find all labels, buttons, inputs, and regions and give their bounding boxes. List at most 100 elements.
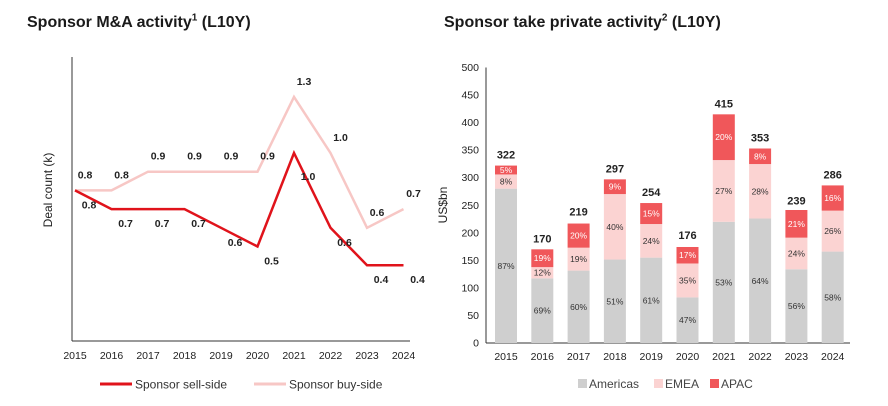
legend-swatch-americas (578, 379, 587, 388)
y-tick-label: 300 (461, 172, 479, 184)
sell-side-data-label: 0.7 (191, 218, 206, 230)
x-tick-label: 2023 (785, 351, 809, 363)
y-axis-label: US$bn (436, 187, 450, 224)
bar-segment-label-americas: 61% (643, 295, 660, 305)
y-tick-label: 50 (467, 310, 479, 322)
bar-segment-americas (712, 221, 735, 343)
line-chart-title: Sponsor M&A activity1 (L10Y) (27, 12, 251, 31)
legend-label-apac: APAC (721, 377, 753, 391)
x-tick-label: 2020 (676, 351, 700, 363)
bar-segment-apac (603, 179, 626, 195)
y-tick-label: 400 (461, 117, 479, 129)
bar-segment-label-emea: 28% (752, 186, 769, 196)
y-axis-label: Deal count (k) (41, 153, 55, 228)
y-tick-label: 150 (461, 255, 479, 267)
legend-label-buy-side: Sponsor buy-side (289, 378, 383, 392)
buy-side-data-label: 0.9 (260, 151, 275, 163)
x-tick-label: 2015 (494, 351, 518, 363)
bar-total-label: 353 (751, 132, 769, 144)
bar-segment-emea (640, 224, 663, 258)
bar-total-label: 286 (824, 169, 842, 181)
bar-segment-label-emea: 27% (715, 186, 732, 196)
bar-segment-label-emea: 35% (679, 275, 696, 285)
bar-segment-apac (495, 165, 517, 175)
bar-segment-emea (603, 194, 626, 260)
buy-side-data-label: 0.9 (224, 151, 239, 163)
bar-segment-americas (603, 259, 626, 343)
bar-segment-label-americas: 53% (715, 277, 732, 287)
bar-segment-emea (749, 164, 772, 219)
x-tick-label: 2024 (392, 350, 416, 362)
y-tick-label: 350 (461, 145, 479, 157)
bar-segment-apac (531, 249, 554, 268)
sell-side-data-label: 0.5 (264, 256, 279, 268)
buy-side-data-label: 0.9 (151, 151, 166, 163)
sell-side-data-label: 0.4 (410, 274, 425, 286)
x-tick-label: 2017 (136, 350, 160, 362)
bar-segment-label-americas: 56% (788, 301, 805, 311)
buy-side-line (75, 94, 405, 230)
buy-side-data-label: 0.9 (187, 151, 202, 163)
bar-segment-label-emea: 26% (824, 226, 841, 236)
bar-segment-label-emea: 12% (534, 268, 551, 278)
bar-segment-label-americas: 64% (752, 276, 769, 286)
bar-segment-label-emea: 24% (788, 248, 805, 258)
bar-segment-label-apac: 16% (824, 193, 841, 203)
sell-side-data-label: 0.7 (155, 218, 170, 230)
bar-segment-apac (640, 203, 663, 225)
x-tick-label: 2023 (355, 350, 379, 362)
bar-segment-americas (495, 188, 517, 343)
bar-segment-americas (531, 278, 554, 343)
legend-swatch-emea (654, 379, 663, 388)
x-tick-label: 2018 (173, 350, 197, 362)
bar-total-label: 239 (787, 195, 805, 207)
bar-segment-label-emea: 40% (606, 222, 623, 232)
bar-segment-label-americas: 87% (497, 261, 514, 271)
legend-label-emea: EMEA (665, 377, 699, 391)
bar-segment-label-americas: 51% (606, 296, 623, 306)
sell-side-data-label: 0.6 (228, 237, 243, 249)
buy-side-data-label: 0.6 (370, 207, 385, 219)
buy-side-data-label: 0.7 (406, 188, 421, 200)
y-tick-label: 250 (461, 200, 479, 212)
buy-side-data-label: 1.3 (297, 76, 312, 88)
x-tick-label: 2021 (712, 351, 736, 363)
bar-segment-apac (676, 246, 699, 264)
bar-chart: 0 50 100 150 200 250 300 350 400 450 500 US$bn 87% 8%… (436, 62, 850, 391)
y-tick-label: 200 (461, 227, 479, 239)
bar-total-label: 219 (569, 206, 587, 218)
x-tick-label: 2024 (821, 351, 845, 363)
bar-segment-label-apac: 17% (679, 250, 696, 260)
bar-segment-label-apac: 19% (534, 253, 551, 263)
legend-label-americas: Americas (589, 377, 639, 391)
buy-side-data-label: 0.8 (78, 169, 93, 181)
y-tick-label: 0 (473, 338, 479, 350)
x-tick-label: 2020 (246, 350, 270, 362)
legend-swatch-apac (710, 379, 719, 388)
bar-segment-label-apac: 5% (500, 165, 513, 175)
sell-side-data-label: 0.6 (337, 237, 352, 249)
bar-segment-americas (785, 269, 808, 343)
bar-segment-emea (495, 174, 517, 189)
bar-segment-americas (821, 251, 844, 343)
x-tick-label: 2015 (63, 350, 87, 362)
bar-total-label: 415 (715, 98, 733, 110)
bar-segment-apac (712, 114, 735, 161)
bar-total-label: 297 (606, 163, 624, 175)
bar-segment-emea (712, 160, 735, 222)
bar-segment-label-americas: 47% (679, 315, 696, 325)
bar-segment-label-emea: 24% (643, 236, 660, 246)
bar-segment-apac (567, 223, 590, 248)
bar-segment-apac (749, 148, 772, 165)
bar-segment-label-apac: 20% (570, 231, 587, 241)
sell-side-data-label: 0.8 (82, 199, 97, 211)
x-tick-label: 2022 (319, 350, 343, 362)
bar-total-label: 254 (642, 187, 661, 199)
bar-segment-label-apac: 15% (643, 209, 660, 219)
bar-segment-label-apac: 21% (788, 219, 805, 229)
bar-segment-americas (749, 218, 772, 343)
bar-segment-emea (785, 237, 808, 270)
legend-label-sell-side: Sponsor sell-side (135, 378, 227, 392)
x-tick-label: 2018 (603, 351, 627, 363)
